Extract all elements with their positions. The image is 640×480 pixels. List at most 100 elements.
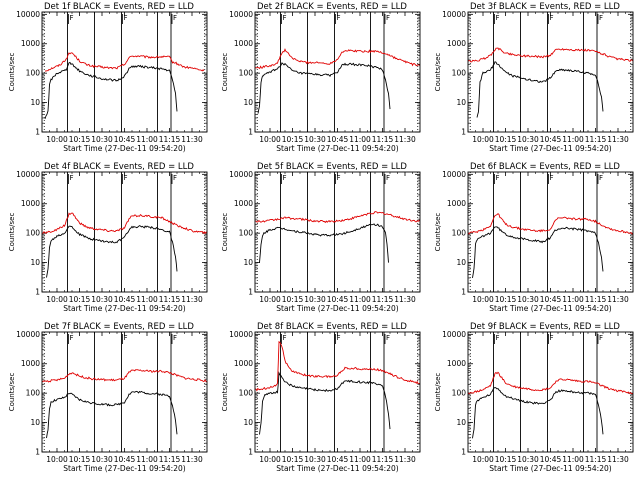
y-tick-label: 100 xyxy=(239,69,254,78)
x-axis-label: Start Time (27-Dec-11 09:54:20) xyxy=(63,304,185,313)
y-tick-label: 10000 xyxy=(442,10,466,19)
x-tick-label: 10:45 xyxy=(327,455,349,464)
x-axis-label: Start Time (27-Dec-11 09:54:20) xyxy=(63,464,185,473)
x-tick-label: 11:30 xyxy=(607,455,629,464)
x-axis-label: Start Time (27-Dec-11 09:54:20) xyxy=(489,144,611,153)
plot-frame xyxy=(254,171,421,293)
x-tick-label: 10:15 xyxy=(495,455,517,464)
x-tick-label: 10:45 xyxy=(114,135,136,144)
x-tick-label: 10:00 xyxy=(472,135,494,144)
series-line-lld xyxy=(44,52,205,72)
x-tick-label: 11:00 xyxy=(136,455,158,464)
x-tick-label: 10:00 xyxy=(259,455,281,464)
flag-label: F xyxy=(386,14,390,22)
y-axis-label: Counts/sec xyxy=(221,213,229,252)
y-tick-label: 100 xyxy=(26,229,41,238)
y-tick-label: 1000 xyxy=(234,359,253,368)
flag-label: F xyxy=(124,334,128,342)
x-tick-label: 10:45 xyxy=(540,455,562,464)
y-tick-label: 10000 xyxy=(16,10,40,19)
series-line-lld xyxy=(468,371,633,395)
x-axis: 10:00 10:15 10:30 10:45 11:00 11:15 11:30 xyxy=(467,332,634,464)
y-axis-label: Counts/sec xyxy=(8,53,16,92)
y-tick-label: 10000 xyxy=(16,330,40,339)
flag-label: F xyxy=(283,14,287,22)
y-tick-label: 1000 xyxy=(447,39,466,48)
series-line-events xyxy=(44,61,178,119)
x-axis-label: Start Time (27-Dec-11 09:54:20) xyxy=(489,464,611,473)
x-tick-label: 10:30 xyxy=(304,135,326,144)
panel-title: Det 6f BLACK = Events, RED = LLD xyxy=(470,162,620,172)
x-tick-label: 10:15 xyxy=(495,295,517,304)
flag-label: F xyxy=(337,334,341,342)
flag-label: F xyxy=(599,174,603,182)
x-tick-label: 11:30 xyxy=(394,295,416,304)
x-tick-label: 10:45 xyxy=(327,295,349,304)
series-line-events xyxy=(476,61,604,118)
series-line-lld xyxy=(42,369,207,383)
x-tick-label: 10:45 xyxy=(540,135,562,144)
y-axis: 1 10 100 1000 10000 xyxy=(229,170,420,297)
x-tick-label: 10:30 xyxy=(517,135,539,144)
series-line-events xyxy=(46,225,178,278)
x-tick-label: 11:15 xyxy=(159,135,181,144)
x-tick-label: 11:15 xyxy=(585,455,607,464)
series-line-events xyxy=(259,371,391,435)
x-tick-label: 10:30 xyxy=(517,295,539,304)
y-tick-label: 10 xyxy=(456,258,466,267)
x-tick-label: 10:30 xyxy=(91,295,113,304)
x-tick-label: 11:15 xyxy=(585,135,607,144)
y-tick-label: 100 xyxy=(26,69,41,78)
x-tick-label: 10:15 xyxy=(69,455,91,464)
x-axis: 10:00 10:15 10:30 10:45 11:00 11:15 11:30 xyxy=(254,12,421,144)
y-tick-label: 1 xyxy=(461,128,466,137)
panel-title: Det 4f BLACK = Events, RED = LLD xyxy=(44,162,194,172)
x-tick-label: 10:00 xyxy=(259,135,281,144)
panel-det-6: Det 6f BLACK = Events, RED = LLD11010010… xyxy=(434,162,634,313)
flag-label: F xyxy=(599,334,603,342)
y-tick-label: 1 xyxy=(248,288,253,297)
flag-label: F xyxy=(550,14,554,22)
y-axis: 1 10 100 1000 10000 xyxy=(16,10,207,137)
y-tick-label: 1 xyxy=(248,128,253,137)
x-axis-label: Start Time (27-Dec-11 09:54:20) xyxy=(276,144,398,153)
panel-det-9: Det 9f BLACK = Events, RED = LLD11010010… xyxy=(434,322,634,473)
series-line-lld xyxy=(255,211,420,224)
y-axis: 1 10 100 1000 10000 xyxy=(442,170,633,297)
x-tick-label: 10:45 xyxy=(114,295,136,304)
x-axis: 10:00 10:15 10:30 10:45 11:00 11:15 11:30 xyxy=(467,12,634,144)
x-tick-label: 11:00 xyxy=(562,135,584,144)
flag-label: F xyxy=(496,14,500,22)
x-axis-label: Start Time (27-Dec-11 09:54:20) xyxy=(276,464,398,473)
y-tick-label: 1000 xyxy=(21,199,40,208)
y-tick-label: 1000 xyxy=(447,359,466,368)
y-tick-label: 10 xyxy=(30,418,40,427)
x-tick-label: 11:30 xyxy=(394,455,416,464)
x-tick-label: 10:15 xyxy=(69,135,91,144)
x-tick-label: 11:00 xyxy=(562,455,584,464)
x-axis: 10:00 10:15 10:30 10:45 11:00 11:15 11:30 xyxy=(254,172,421,304)
y-axis-label: Counts/sec xyxy=(434,53,442,92)
series-line-events xyxy=(472,226,604,278)
y-axis-label: Counts/sec xyxy=(8,213,16,252)
x-axis-label: Start Time (27-Dec-11 09:54:20) xyxy=(276,304,398,313)
y-tick-label: 1000 xyxy=(234,199,253,208)
plot-frame xyxy=(467,171,634,293)
panel-det-1: Det 1f BLACK = Events, RED = LLD11010010… xyxy=(8,2,208,153)
y-tick-label: 1 xyxy=(461,448,466,457)
x-tick-label: 10:15 xyxy=(495,135,517,144)
x-tick-label: 10:45 xyxy=(327,135,349,144)
y-tick-label: 10000 xyxy=(16,170,40,179)
flag-label: F xyxy=(550,334,554,342)
x-axis-label: Start Time (27-Dec-11 09:54:20) xyxy=(63,144,185,153)
flag-label: F xyxy=(496,174,500,182)
y-tick-label: 100 xyxy=(452,69,467,78)
flag-label: F xyxy=(337,174,341,182)
flag-label: F xyxy=(386,334,390,342)
x-tick-label: 11:15 xyxy=(159,295,181,304)
x-tick-label: 11:15 xyxy=(372,295,394,304)
y-tick-label: 100 xyxy=(452,229,467,238)
y-tick-label: 10 xyxy=(243,418,253,427)
x-tick-label: 10:30 xyxy=(91,455,113,464)
y-tick-label: 1 xyxy=(35,128,40,137)
